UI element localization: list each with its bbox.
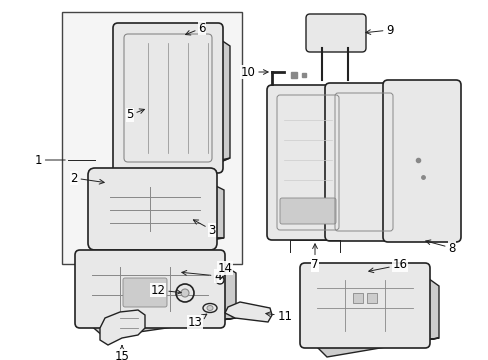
- Polygon shape: [209, 183, 224, 238]
- Polygon shape: [126, 158, 229, 178]
- Text: 11: 11: [265, 310, 292, 323]
- Text: 7: 7: [311, 244, 318, 271]
- Polygon shape: [343, 98, 353, 230]
- Ellipse shape: [203, 303, 217, 312]
- Ellipse shape: [181, 289, 189, 297]
- Bar: [366, 293, 376, 303]
- FancyBboxPatch shape: [299, 263, 429, 348]
- Text: 4: 4: [182, 270, 221, 283]
- Ellipse shape: [206, 306, 213, 310]
- Text: 3: 3: [193, 220, 215, 237]
- Text: 12: 12: [150, 284, 181, 297]
- FancyBboxPatch shape: [280, 198, 335, 224]
- Text: 1: 1: [35, 153, 65, 166]
- Polygon shape: [103, 238, 224, 255]
- Polygon shape: [224, 302, 271, 322]
- Polygon shape: [88, 318, 236, 337]
- Polygon shape: [397, 94, 405, 232]
- FancyBboxPatch shape: [75, 250, 224, 328]
- Text: 8: 8: [425, 240, 455, 255]
- FancyBboxPatch shape: [123, 278, 167, 307]
- Text: 13: 13: [187, 314, 206, 328]
- Polygon shape: [220, 263, 236, 320]
- Polygon shape: [424, 276, 438, 340]
- Text: 16: 16: [368, 258, 407, 273]
- FancyBboxPatch shape: [305, 14, 365, 52]
- FancyBboxPatch shape: [88, 168, 217, 250]
- Text: 2: 2: [70, 171, 104, 184]
- Text: 14: 14: [217, 261, 232, 279]
- FancyBboxPatch shape: [113, 23, 223, 173]
- Polygon shape: [100, 310, 145, 345]
- Text: 9: 9: [365, 23, 393, 36]
- FancyBboxPatch shape: [266, 85, 348, 240]
- Polygon shape: [312, 338, 438, 357]
- Text: 15: 15: [114, 346, 129, 360]
- Bar: [352, 293, 362, 303]
- Bar: [62, 12, 242, 264]
- Text: 10: 10: [240, 66, 267, 78]
- Ellipse shape: [216, 276, 224, 284]
- Polygon shape: [218, 38, 229, 163]
- FancyBboxPatch shape: [325, 83, 402, 241]
- Text: 6: 6: [185, 22, 205, 35]
- FancyBboxPatch shape: [382, 80, 460, 242]
- Text: 5: 5: [126, 108, 144, 122]
